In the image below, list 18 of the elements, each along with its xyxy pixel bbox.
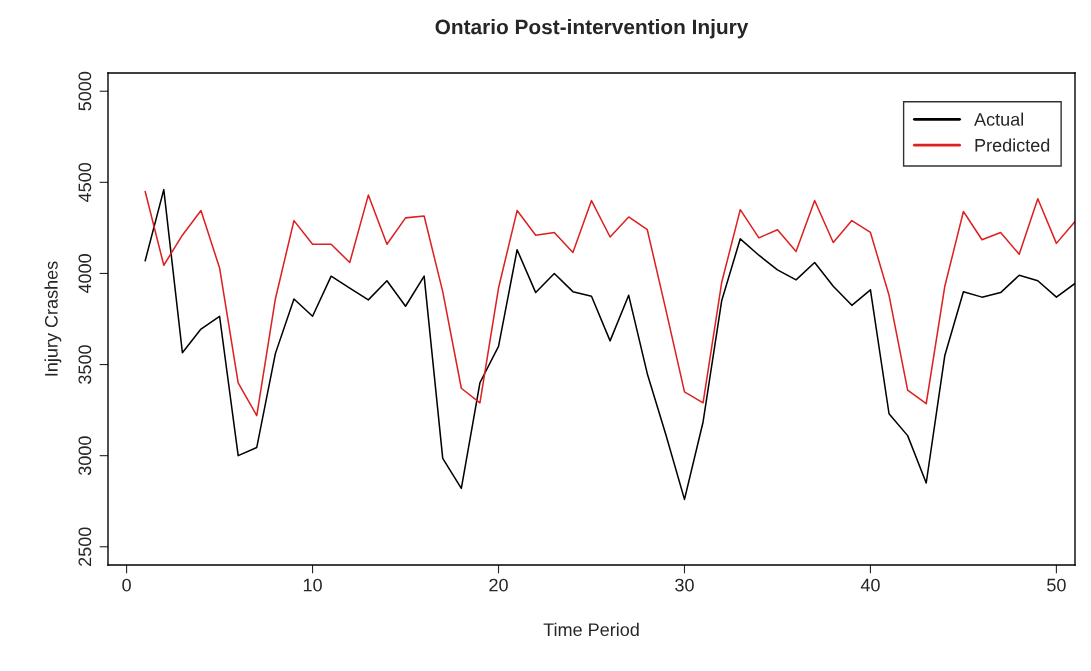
x-tick-label: 20 bbox=[489, 578, 508, 592]
x-tick-label: 10 bbox=[303, 578, 322, 592]
legend-label: Actual bbox=[974, 112, 1024, 126]
x-tick-label: 40 bbox=[860, 578, 880, 592]
x-tick-label: 0 bbox=[122, 578, 131, 592]
y-tick-label: 5000 bbox=[78, 71, 92, 111]
chart-title: Ontario Post-intervention Injury bbox=[435, 19, 749, 39]
y-tick-label: 4500 bbox=[78, 162, 92, 202]
x-tick-label: 30 bbox=[675, 578, 694, 592]
y-tick-label: 3000 bbox=[78, 436, 92, 476]
line-series bbox=[144, 190, 1075, 417]
legend-label: Predicted bbox=[975, 138, 1050, 152]
y-tick-label: 2500 bbox=[78, 527, 92, 566]
y-axis-title: Injury Crashes bbox=[44, 261, 62, 376]
y-tick-label: 3500 bbox=[78, 345, 92, 384]
x-axis-title: Time Period bbox=[543, 622, 639, 637]
y-tick-label: 4000 bbox=[78, 254, 92, 294]
x-tick-label: 50 bbox=[1047, 578, 1066, 592]
